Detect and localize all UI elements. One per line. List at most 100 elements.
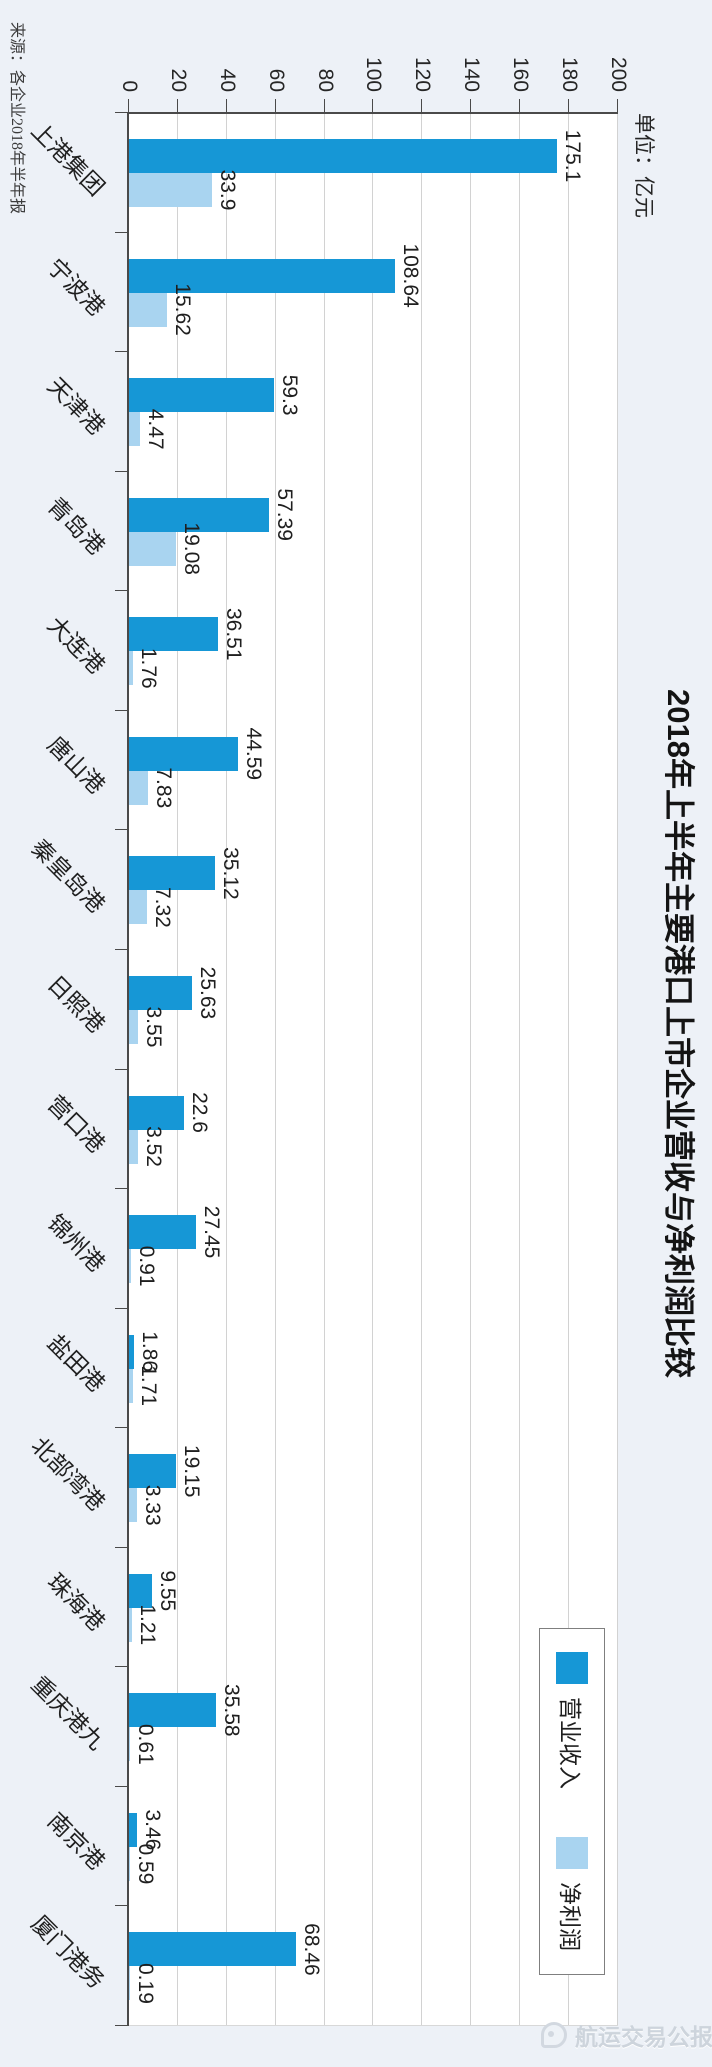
category-axis-tick bbox=[115, 829, 127, 831]
revenue-bar bbox=[129, 1812, 138, 1847]
bar-value-label: 15.62 bbox=[171, 283, 195, 336]
profit-bar bbox=[129, 1249, 132, 1284]
bar-value-label: 36.51 bbox=[222, 607, 246, 661]
bar-value-label: 19.08 bbox=[179, 522, 203, 575]
gridline bbox=[274, 112, 276, 2025]
bar-value-label: 175.1 bbox=[561, 129, 585, 183]
bar-value-label: 0.19 bbox=[134, 1963, 157, 2004]
profit-bar bbox=[129, 1129, 138, 1164]
category-axis-tick bbox=[115, 1785, 127, 1787]
value-axis-tick-label: 120 bbox=[411, 56, 435, 92]
profit-bar bbox=[129, 1009, 138, 1044]
category-axis-tick bbox=[115, 112, 127, 113]
category-label: 厦门港务 bbox=[26, 1910, 110, 1995]
gridline bbox=[519, 112, 521, 2025]
profit-bar bbox=[129, 173, 212, 207]
bar-value-label: 33.9 bbox=[215, 169, 239, 211]
legend-swatch-profit bbox=[556, 1837, 588, 1869]
value-axis-tick-label: 40 bbox=[215, 68, 239, 92]
bar-value-label: 25.63 bbox=[195, 966, 219, 1020]
bar-value-label: 19.15 bbox=[179, 1444, 203, 1498]
bar-value-label: 3.52 bbox=[141, 1126, 165, 1167]
profit-bar bbox=[129, 1488, 138, 1523]
category-axis-line bbox=[127, 112, 129, 2026]
value-axis-tick bbox=[274, 99, 276, 112]
value-axis-tick bbox=[372, 99, 374, 112]
profit-bar bbox=[129, 651, 134, 686]
profit-bar bbox=[129, 531, 176, 566]
category-axis-tick bbox=[115, 1546, 127, 1548]
category-axis-tick bbox=[115, 351, 127, 353]
profit-bar bbox=[129, 1966, 130, 2001]
revenue-bar bbox=[129, 378, 274, 413]
value-axis-tick-label: 60 bbox=[264, 68, 288, 92]
revenue-bar bbox=[129, 1693, 216, 1728]
revenue-bar bbox=[129, 1454, 176, 1489]
value-axis-tick-label: 200 bbox=[607, 56, 630, 92]
bar-value-label: 1.21 bbox=[135, 1604, 159, 1646]
profit-bar bbox=[129, 890, 147, 925]
value-axis-tick bbox=[421, 99, 423, 112]
bar-value-label: 7.83 bbox=[152, 767, 176, 809]
bar-value-label: 59.3 bbox=[277, 374, 301, 416]
chart-title: 2018年上半年主要港口上市企业营收与净利润比较 bbox=[661, 689, 696, 1378]
bar-value-label: 4.47 bbox=[143, 408, 167, 450]
bar-value-label: 57.39 bbox=[273, 488, 297, 541]
value-axis-tick bbox=[617, 99, 618, 112]
category-axis-tick bbox=[115, 470, 127, 472]
gridline bbox=[617, 112, 618, 2025]
value-axis-tick-label: 160 bbox=[509, 56, 533, 92]
bar-value-label: 27.45 bbox=[200, 1205, 224, 1259]
legend: 营业收入 净利润 bbox=[539, 1628, 605, 1975]
publisher-watermark: 航运交易公报 bbox=[541, 2018, 712, 2052]
gridline bbox=[323, 112, 325, 2025]
profit-bar bbox=[129, 1846, 131, 1881]
revenue-bar bbox=[129, 1573, 153, 1608]
category-axis-tick bbox=[115, 1068, 127, 1070]
legend-swatch-revenue bbox=[556, 1652, 588, 1684]
category-axis-tick bbox=[115, 948, 127, 950]
legend-label-profit: 净利润 bbox=[557, 1882, 583, 1951]
value-axis-tick-label: 140 bbox=[460, 56, 484, 92]
category-axis-tick bbox=[115, 231, 127, 233]
bar-value-label: 108.64 bbox=[398, 243, 422, 308]
profit-bar bbox=[129, 770, 149, 805]
source-note: 来源：各企业2018年半年报 bbox=[8, 22, 25, 215]
category-axis-tick bbox=[115, 1666, 127, 1668]
revenue-bar bbox=[129, 139, 558, 173]
revenue-bar bbox=[129, 258, 395, 293]
category-axis-tick bbox=[115, 590, 127, 592]
revenue-bar bbox=[129, 1095, 185, 1130]
revenue-bar bbox=[129, 856, 215, 891]
value-axis-tick-label: 0 bbox=[118, 80, 141, 92]
revenue-bar bbox=[129, 1334, 134, 1369]
unit-label: 单位：亿元 bbox=[632, 113, 655, 218]
revenue-bar bbox=[129, 975, 192, 1010]
bar-value-label: 35.12 bbox=[218, 847, 242, 900]
gridline bbox=[421, 112, 423, 2025]
bar-value-label: 35.58 bbox=[219, 1684, 243, 1737]
profit-bar bbox=[129, 1368, 134, 1403]
value-axis-tick-label: 180 bbox=[558, 56, 582, 92]
bar-value-label: 0.61 bbox=[134, 1723, 158, 1765]
bar-value-label: 3.55 bbox=[141, 1006, 165, 1048]
bar-value-label: 22.6 bbox=[188, 1092, 212, 1133]
category-axis-tick bbox=[115, 1188, 127, 1190]
legend-label-revenue: 营业收入 bbox=[557, 1697, 583, 1789]
bar-value-label: 0.59 bbox=[134, 1843, 158, 1885]
profit-bar bbox=[129, 1607, 132, 1642]
profit-bar bbox=[129, 292, 168, 327]
revenue-bar bbox=[129, 1215, 197, 1250]
value-axis-line bbox=[128, 112, 618, 114]
revenue-bar bbox=[129, 736, 239, 771]
value-axis-tick bbox=[470, 99, 472, 112]
category-label-anchor: 厦门港务 bbox=[26, 1751, 114, 1994]
category-axis-tick bbox=[115, 1905, 127, 1907]
value-axis-tick-label: 100 bbox=[362, 56, 386, 92]
shipping-bulletin-logo-icon bbox=[541, 2022, 567, 2048]
value-axis-tick bbox=[128, 99, 129, 112]
category-axis-tick bbox=[115, 709, 127, 711]
bar-value-label: 0.91 bbox=[135, 1245, 159, 1287]
